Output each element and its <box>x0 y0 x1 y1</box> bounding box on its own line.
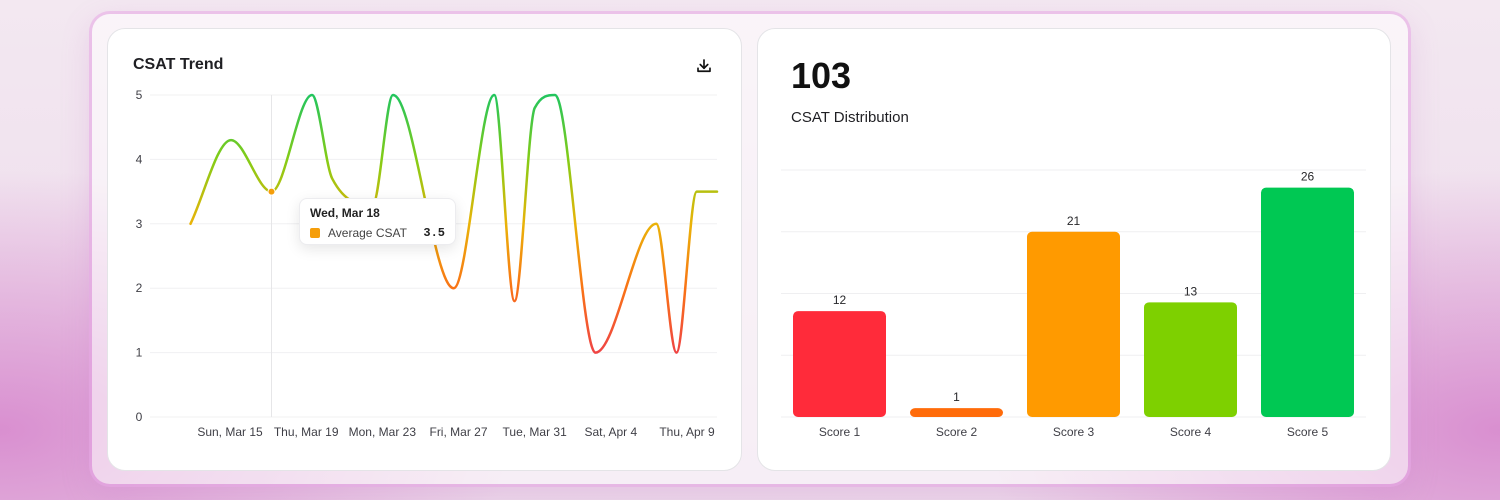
bar-score-5 <box>1261 187 1354 417</box>
download-icon[interactable] <box>695 57 713 75</box>
x-tick-label: Sun, Mar 15 <box>197 425 263 439</box>
y-tick-label: 5 <box>136 88 143 102</box>
csat-trend-line <box>189 93 719 354</box>
csat-trend-card: CSAT Trend <box>107 28 742 471</box>
bar-value-label: 13 <box>1184 284 1198 298</box>
category-label: Score 5 <box>1287 425 1329 439</box>
tooltip-value: 3.5 <box>423 226 445 240</box>
y-tick-label: 0 <box>136 410 143 424</box>
tooltip-series: Average CSAT <box>328 226 407 240</box>
x-tick-label: Fri, Mar 27 <box>429 425 487 439</box>
bar-value-label: 21 <box>1067 214 1081 228</box>
bar-score-1 <box>793 311 886 417</box>
bar-value-label: 26 <box>1301 170 1315 184</box>
highlight-point <box>267 187 276 196</box>
trend-title: CSAT Trend <box>133 56 224 73</box>
x-tick-label: Thu, Mar 19 <box>274 425 339 439</box>
chart-tooltip: Wed, Mar 18 Average CSAT 3.5 <box>299 198 456 245</box>
category-label: Score 1 <box>819 425 861 439</box>
x-tick-label: Tue, Mar 31 <box>503 425 568 439</box>
bar-score-4 <box>1144 302 1237 417</box>
x-tick-label: Sat, Apr 4 <box>584 425 637 439</box>
y-tick-label: 4 <box>136 152 143 166</box>
category-label: Score 4 <box>1170 425 1212 439</box>
distribution-title: CSAT Distribution <box>791 109 909 126</box>
bar-value-label: 12 <box>833 293 847 307</box>
x-tick-label: Mon, Mar 23 <box>349 425 417 439</box>
total-responses: 103 <box>791 55 852 96</box>
x-tick-label: Thu, Apr 9 <box>659 425 715 439</box>
bar-score-2 <box>910 408 1003 417</box>
category-label: Score 3 <box>1053 425 1095 439</box>
tooltip-date: Wed, Mar 18 <box>310 206 380 220</box>
category-label: Score 2 <box>936 425 978 439</box>
y-tick-label: 2 <box>136 281 143 295</box>
y-tick-label: 3 <box>136 217 143 231</box>
bar-score-3 <box>1027 231 1120 417</box>
tooltip-swatch <box>310 228 320 238</box>
y-tick-label: 1 <box>136 346 143 360</box>
bar-value-label: 1 <box>953 390 960 404</box>
